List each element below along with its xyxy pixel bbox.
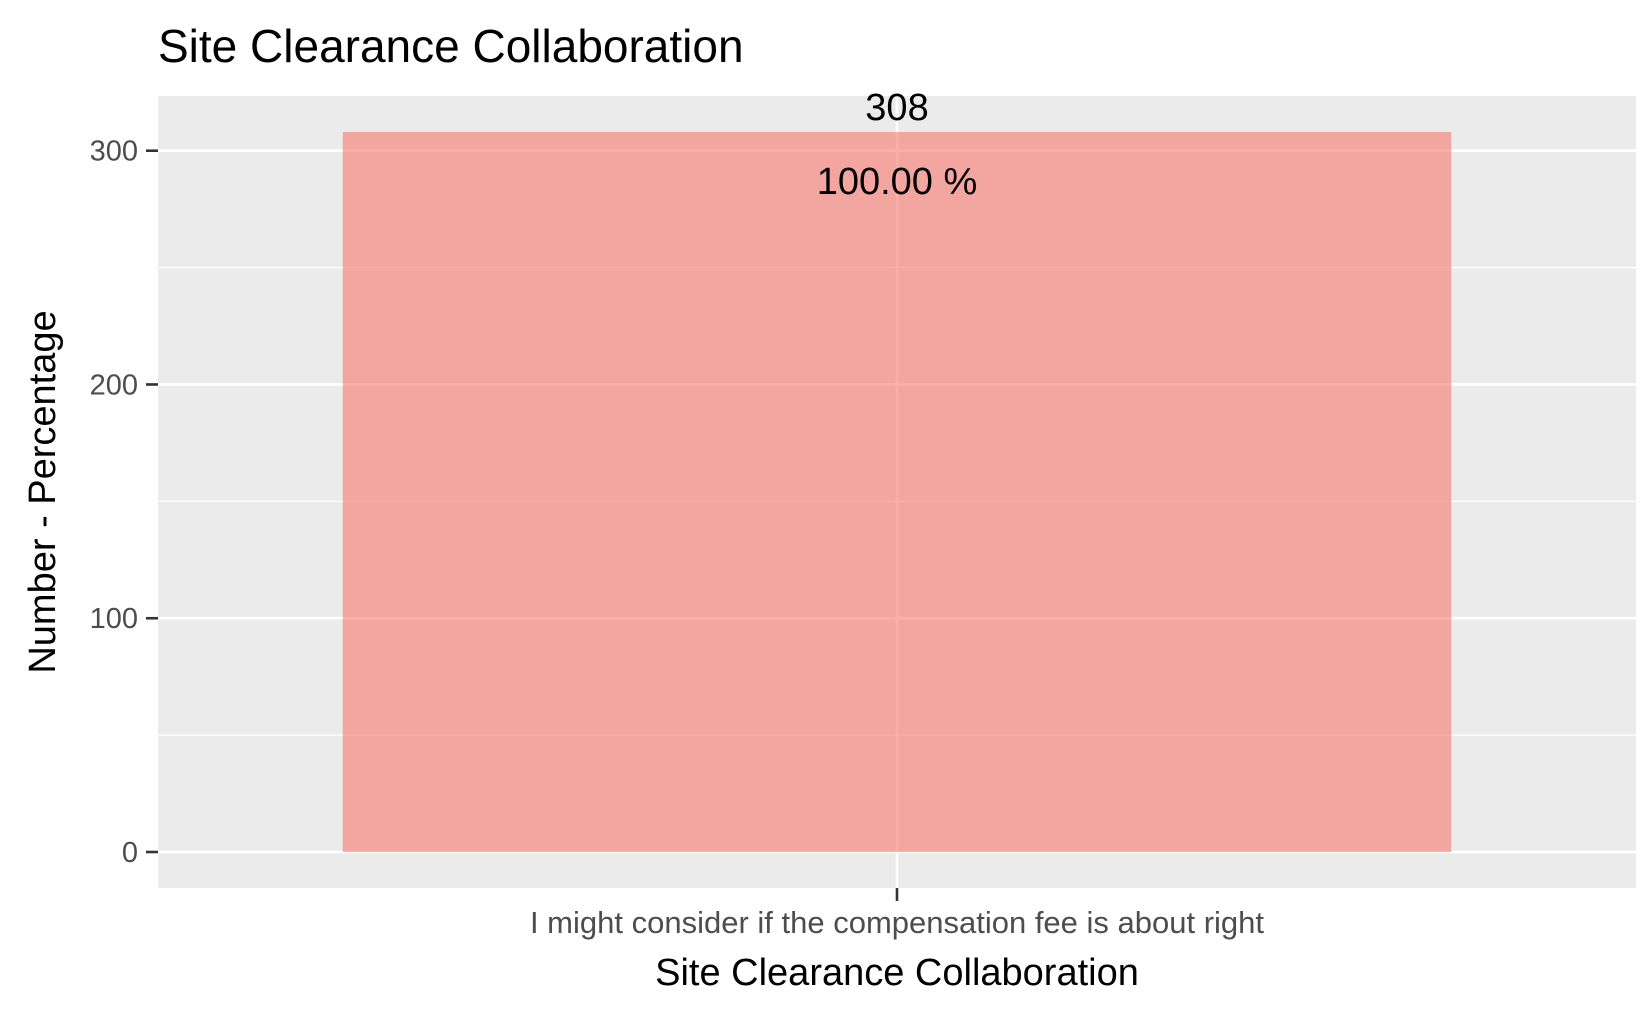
count-label: 308 (865, 87, 928, 129)
y-axis-title: Number - Percentage (22, 310, 64, 673)
chart-title: Site Clearance Collaboration (158, 20, 744, 72)
bar (342, 132, 1452, 852)
percent-label: 100.00 % (817, 161, 978, 203)
bars (342, 132, 1452, 852)
y-axis: 0 100 200 300 (90, 136, 158, 869)
y-tick-label: 0 (122, 837, 138, 869)
y-tick-label: 300 (90, 136, 138, 168)
x-axis-title: Site Clearance Collaboration (655, 952, 1139, 994)
x-tick-label: I might consider if the compensation fee… (530, 905, 1264, 940)
y-tick-label: 100 (90, 603, 138, 635)
y-tick-label: 200 (90, 369, 138, 401)
data-labels: 308 100.00 % (817, 87, 978, 203)
x-axis: I might consider if the compensation fee… (530, 888, 1264, 940)
